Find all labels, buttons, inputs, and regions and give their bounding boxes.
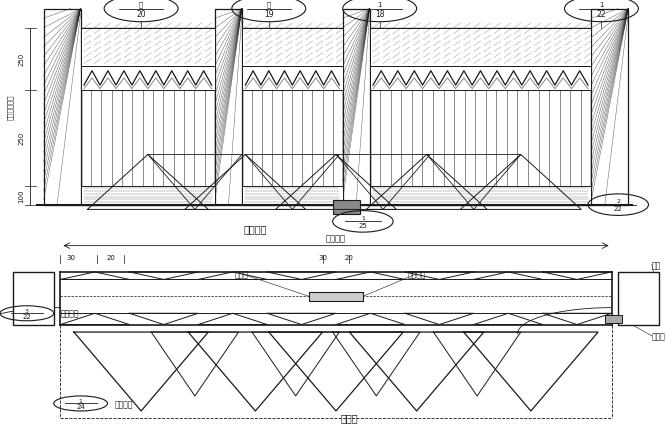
- Text: 250: 250: [19, 132, 24, 145]
- Text: 3: 3: [25, 308, 29, 314]
- Text: 250: 250: [19, 53, 24, 66]
- Text: 双孔插座: 双孔插座: [407, 270, 426, 279]
- Bar: [370, 29, 591, 67]
- Text: 门洞宽度: 门洞宽度: [326, 234, 346, 243]
- Text: 20: 20: [106, 254, 116, 260]
- Bar: [215, 9, 242, 205]
- Bar: [370, 29, 591, 205]
- Text: 20: 20: [136, 10, 146, 19]
- Bar: [242, 67, 343, 91]
- Text: 18: 18: [375, 10, 384, 19]
- Text: 100: 100: [19, 189, 24, 202]
- Bar: [44, 9, 81, 205]
- Bar: [333, 200, 360, 215]
- Bar: [343, 9, 370, 205]
- Text: 电门锁: 电门锁: [235, 270, 249, 279]
- Text: 单孔插座: 单孔插座: [60, 309, 79, 318]
- Text: 1: 1: [378, 2, 382, 8]
- Bar: [81, 186, 215, 205]
- Bar: [618, 272, 659, 325]
- Text: 平面图: 平面图: [341, 412, 358, 422]
- Text: 内立面图: 内立面图: [244, 224, 267, 234]
- Text: 22: 22: [22, 313, 32, 319]
- Text: 门柱: 门柱: [652, 260, 661, 269]
- Text: 开门机: 开门机: [652, 331, 666, 340]
- Text: 25: 25: [358, 223, 368, 229]
- Text: 19: 19: [264, 10, 274, 19]
- Text: 20: 20: [345, 254, 354, 260]
- Text: 30: 30: [66, 254, 75, 260]
- Bar: [370, 186, 591, 205]
- Bar: [309, 292, 363, 301]
- Bar: [591, 9, 628, 205]
- Text: 单孔插座: 单孔插座: [114, 399, 133, 408]
- Bar: [13, 272, 54, 325]
- Bar: [81, 29, 215, 67]
- Text: 门扇标志高度: 门扇标志高度: [7, 95, 13, 120]
- Text: 2: 2: [616, 199, 620, 204]
- Bar: [605, 315, 622, 323]
- Text: 1: 1: [79, 398, 83, 403]
- Text: 1: 1: [361, 216, 365, 221]
- Bar: [242, 29, 343, 205]
- Text: 30: 30: [318, 254, 327, 260]
- Bar: [242, 186, 343, 205]
- Bar: [81, 67, 215, 91]
- Bar: [370, 67, 591, 91]
- Text: 22: 22: [614, 206, 623, 212]
- Text: 一: 一: [139, 2, 143, 8]
- Text: 二: 二: [267, 2, 271, 8]
- Text: 22: 22: [597, 10, 606, 19]
- Text: 24: 24: [76, 403, 85, 409]
- Bar: [242, 29, 343, 67]
- Bar: [81, 29, 215, 205]
- Text: 1: 1: [599, 2, 603, 8]
